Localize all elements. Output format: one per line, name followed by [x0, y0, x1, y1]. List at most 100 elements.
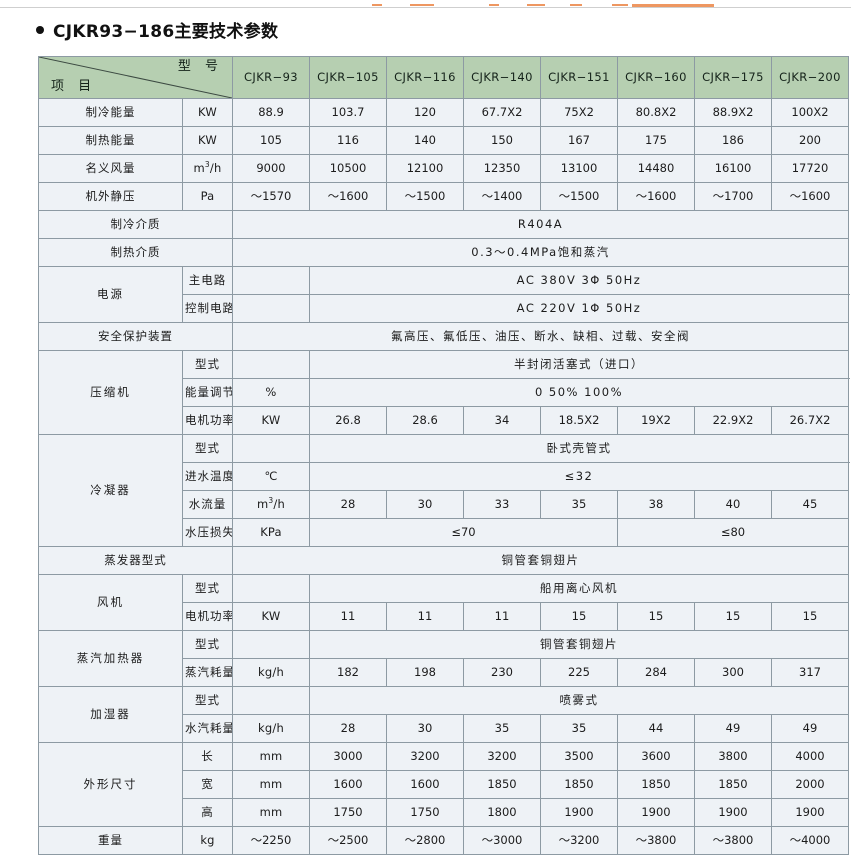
table-row: 制冷能量 KW 88.9 103.7 120 67.7X2 75X2 80.8X2 88.9X2… — [38, 98, 849, 127]
row-unit — [232, 294, 310, 323]
row-unit: kg/h — [232, 714, 310, 743]
header-model-7: CJKR−200 — [771, 56, 849, 99]
table-row: 加湿器 型式 喷雾式 — [38, 686, 849, 743]
row-value: 35 — [463, 714, 541, 743]
header-model-4: CJKR−151 — [540, 56, 618, 99]
row-label: 水压损失 — [182, 518, 233, 547]
row-group-label: 冷凝器 — [38, 434, 183, 547]
table-row: 压缩机 型式 半封闭活塞式（进口） — [38, 350, 849, 435]
row-value: 28 — [309, 714, 387, 743]
row-value: ～1600 — [617, 182, 695, 211]
row-unit: m3/h — [232, 490, 310, 519]
header-model-1: CJKR−105 — [309, 56, 387, 99]
row-value: 15 — [617, 602, 695, 631]
row-value: 182 — [309, 658, 387, 687]
row-value: 317 — [771, 658, 849, 687]
table-row: 电机功率KW1111111515151515 — [39, 602, 849, 631]
table-row: 外形尺寸长mm30003200320035003600380040004200 — [38, 742, 849, 827]
row-value: 12350 — [463, 154, 541, 183]
row-value: 10500 — [309, 154, 387, 183]
row-value: 198 — [386, 658, 464, 687]
row-value: ～1700 — [694, 182, 772, 211]
table-row: 电机功率KW26.828.63418.5X219X222.9X226.7X231… — [39, 406, 849, 435]
table-body: 型 号项 目 CJKR−93 CJKR−105 CJKR−116 CJKR−140 CJK… — [38, 56, 849, 855]
row-unit — [232, 574, 310, 603]
row-span-value: 0 50% 100% — [309, 378, 849, 407]
row-unit: mm — [232, 742, 310, 771]
row-span-value: 氟高压、氟低压、油压、断水、缺相、过载、安全阀 — [232, 322, 849, 351]
header-model-2: CJKR−116 — [386, 56, 464, 99]
row-value: 225 — [540, 658, 618, 687]
row-half-value: ≤80 — [617, 518, 849, 547]
row-value: 3000 — [309, 742, 387, 771]
row-value: 3200 — [386, 742, 464, 771]
row-span-value: AC 380V 3Φ 50Hz — [309, 266, 849, 295]
table-row: 冷凝器 型式 卧式壳管式 — [38, 434, 849, 547]
row-label: 水流量 — [182, 490, 233, 519]
row-value: 35 — [540, 714, 618, 743]
row-value: 300 — [694, 658, 772, 687]
row-value: 22.9X2 — [694, 406, 772, 435]
row-group-label: 压缩机 — [38, 350, 183, 435]
table-row: 控制电路 AC 220V 1Φ 50Hz — [39, 294, 849, 323]
table-row: 蒸汽加热器 型式 铜管套铜翅片 — [38, 630, 849, 687]
row-value: ～4000 — [771, 826, 849, 855]
row-value: ～2500 — [309, 826, 387, 855]
row-value: 2000 — [771, 770, 849, 799]
row-span-value: 船用离心风机 — [309, 574, 849, 603]
row-span-value: 铜管套铜翅片 — [309, 630, 849, 659]
row-value: 1900 — [617, 798, 695, 827]
row-label: 长 — [182, 742, 233, 771]
row-value: 26.8 — [309, 406, 387, 435]
table-row: 制冷介质 R404A — [38, 210, 849, 239]
row-value: 1850 — [463, 770, 541, 799]
row-label: 宽 — [182, 770, 233, 799]
row-value: 1750 — [386, 798, 464, 827]
row-label: 水汽耗量 — [182, 714, 233, 743]
row-group-label: 蒸汽加热器 — [38, 630, 183, 687]
row-label: 型式 — [182, 630, 233, 659]
table-row: 风机 型式 船用离心风机 — [38, 574, 849, 631]
row-value: 100X2 — [771, 98, 849, 127]
row-unit: m3/h — [182, 154, 233, 183]
row-unit — [232, 266, 310, 295]
specification-table: 型 号项 目 CJKR−93 CJKR−105 CJKR−116 CJKR−140 CJK… — [38, 56, 849, 855]
row-value: 1600 — [386, 770, 464, 799]
header-model-3: CJKR−140 — [463, 56, 541, 99]
row-value: ～3000 — [463, 826, 541, 855]
row-value: 30 — [386, 714, 464, 743]
row-value: 38 — [617, 490, 695, 519]
row-label: 电机功率 — [182, 602, 233, 631]
row-value: 49 — [771, 714, 849, 743]
row-label: 能量调节 — [182, 378, 233, 407]
row-span-value: 喷雾式 — [309, 686, 849, 715]
row-value: 1850 — [617, 770, 695, 799]
row-value: 3500 — [540, 742, 618, 771]
page-title-text: CJKR93−186主要技术参数 — [53, 22, 279, 42]
row-label: 控制电路 — [182, 294, 233, 323]
row-value: 167 — [540, 126, 618, 155]
row-value: 1800 — [463, 798, 541, 827]
row-unit: mm — [232, 798, 310, 827]
row-label: 型式 — [182, 434, 233, 463]
row-value: 33 — [463, 490, 541, 519]
row-unit — [232, 686, 310, 715]
table-row: 重量 kg ～2250 ～2500 ～2800 ～3000 ～3200 ～3800 ～3800 ～… — [38, 826, 849, 855]
row-value: 88.9X2 — [694, 98, 772, 127]
row-value: ～1570 — [232, 182, 310, 211]
row-label: 制冷介质 — [38, 210, 233, 239]
table-row: 机外静压 Pa ～1570 ～1600 ～1500 ～1400 ～1500 ～1600 ～170… — [38, 182, 849, 211]
row-span-value: 卧式壳管式 — [309, 434, 849, 463]
row-label: 制热能量 — [38, 126, 183, 155]
row-label: 安全保护装置 — [38, 322, 233, 351]
row-unit — [232, 434, 310, 463]
row-value: 67.7X2 — [463, 98, 541, 127]
row-value: 18.5X2 — [540, 406, 618, 435]
row-value: 35 — [540, 490, 618, 519]
row-value: 15 — [771, 602, 849, 631]
row-value: 1900 — [694, 798, 772, 827]
spec-table-container: 型 号项 目 CJKR−93 CJKR−105 CJKR−116 CJKR−140 CJK… — [38, 56, 849, 855]
row-unit — [232, 350, 310, 379]
header-model-5: CJKR−160 — [617, 56, 695, 99]
